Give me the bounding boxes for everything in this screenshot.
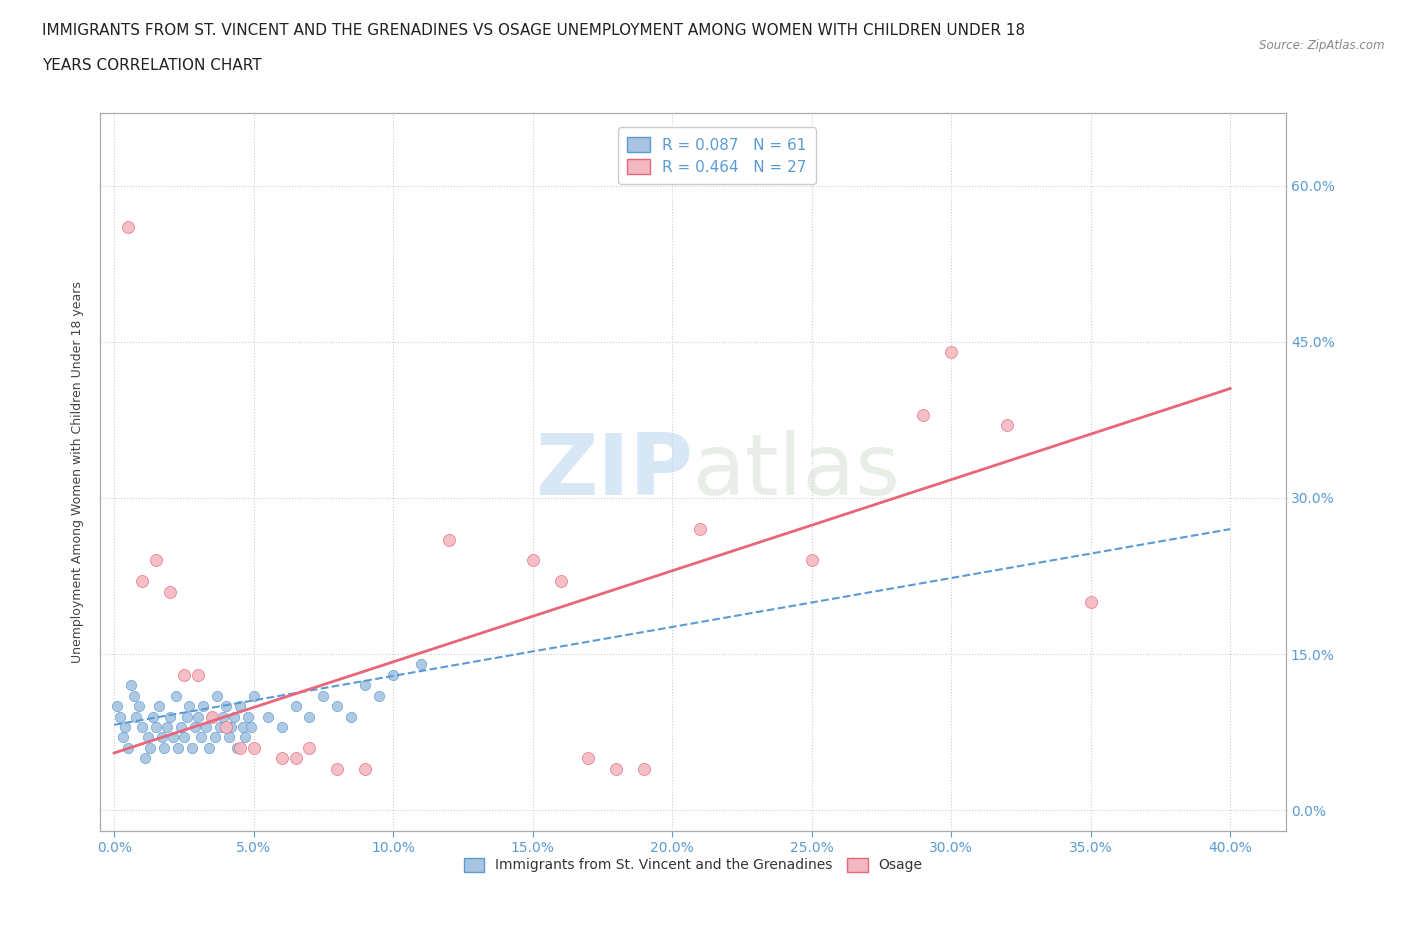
- Point: [173, 730, 195, 745]
- Legend: Immigrants from St. Vincent and the Grenadines, Osage: Immigrants from St. Vincent and the Gren…: [458, 852, 928, 878]
- Point: [201, 709, 224, 724]
- Point: [689, 522, 711, 537]
- Point: [195, 720, 218, 735]
- Point: [209, 720, 232, 735]
- Point: [114, 720, 136, 735]
- Point: [198, 740, 221, 755]
- Point: [193, 698, 215, 713]
- Point: [382, 668, 405, 683]
- Point: [181, 740, 204, 755]
- Point: [176, 709, 198, 724]
- Point: [179, 698, 201, 713]
- Point: [159, 709, 181, 724]
- Point: [150, 730, 173, 745]
- Point: [204, 730, 226, 745]
- Point: [117, 740, 139, 755]
- Point: [131, 574, 153, 589]
- Point: [215, 720, 238, 735]
- Point: [354, 761, 377, 776]
- Point: [578, 751, 600, 765]
- Point: [605, 761, 627, 776]
- Point: [409, 657, 432, 671]
- Point: [156, 720, 179, 735]
- Point: [236, 709, 259, 724]
- Point: [139, 740, 162, 755]
- Point: [522, 553, 544, 568]
- Text: YEARS CORRELATION CHART: YEARS CORRELATION CHART: [42, 58, 262, 73]
- Point: [239, 720, 262, 735]
- Point: [368, 688, 391, 703]
- Point: [122, 688, 145, 703]
- Point: [298, 709, 321, 724]
- Point: [212, 709, 235, 724]
- Point: [207, 688, 229, 703]
- Point: [224, 709, 246, 724]
- Text: Source: ZipAtlas.com: Source: ZipAtlas.com: [1260, 39, 1385, 52]
- Point: [190, 730, 212, 745]
- Point: [117, 219, 139, 234]
- Point: [312, 688, 335, 703]
- Point: [148, 698, 170, 713]
- Point: [231, 720, 253, 735]
- Point: [1080, 594, 1102, 609]
- Point: [131, 720, 153, 735]
- Point: [228, 698, 250, 713]
- Point: [159, 584, 181, 599]
- Point: [270, 720, 292, 735]
- Point: [187, 668, 209, 683]
- Point: [221, 720, 243, 735]
- Point: [120, 678, 142, 693]
- Point: [136, 730, 159, 745]
- Point: [145, 720, 167, 735]
- Point: [233, 730, 256, 745]
- Point: [128, 698, 150, 713]
- Y-axis label: Unemployment Among Women with Children Under 18 years: Unemployment Among Women with Children U…: [72, 281, 84, 663]
- Point: [201, 709, 224, 724]
- Point: [187, 709, 209, 724]
- Point: [167, 740, 190, 755]
- Point: [550, 574, 572, 589]
- Point: [270, 751, 292, 765]
- Point: [941, 345, 963, 360]
- Point: [298, 740, 321, 755]
- Point: [170, 720, 193, 735]
- Text: IMMIGRANTS FROM ST. VINCENT AND THE GRENADINES VS OSAGE UNEMPLOYMENT AMONG WOMEN: IMMIGRANTS FROM ST. VINCENT AND THE GREN…: [42, 23, 1025, 38]
- Point: [111, 730, 134, 745]
- Point: [184, 720, 207, 735]
- Point: [145, 553, 167, 568]
- Point: [912, 407, 935, 422]
- Point: [215, 698, 238, 713]
- Point: [800, 553, 823, 568]
- Point: [228, 740, 250, 755]
- Point: [134, 751, 156, 765]
- Point: [226, 740, 249, 755]
- Point: [242, 740, 264, 755]
- Point: [162, 730, 184, 745]
- Point: [340, 709, 363, 724]
- Point: [326, 698, 349, 713]
- Text: atlas: atlas: [693, 431, 901, 513]
- Point: [142, 709, 165, 724]
- Point: [218, 730, 240, 745]
- Point: [633, 761, 655, 776]
- Point: [125, 709, 148, 724]
- Point: [437, 532, 460, 547]
- Point: [108, 709, 131, 724]
- Point: [256, 709, 278, 724]
- Point: [326, 761, 349, 776]
- Point: [105, 698, 128, 713]
- Point: [284, 698, 307, 713]
- Point: [242, 688, 264, 703]
- Point: [995, 418, 1018, 432]
- Text: ZIP: ZIP: [536, 431, 693, 513]
- Point: [173, 668, 195, 683]
- Point: [284, 751, 307, 765]
- Point: [153, 740, 176, 755]
- Point: [354, 678, 377, 693]
- Point: [165, 688, 187, 703]
